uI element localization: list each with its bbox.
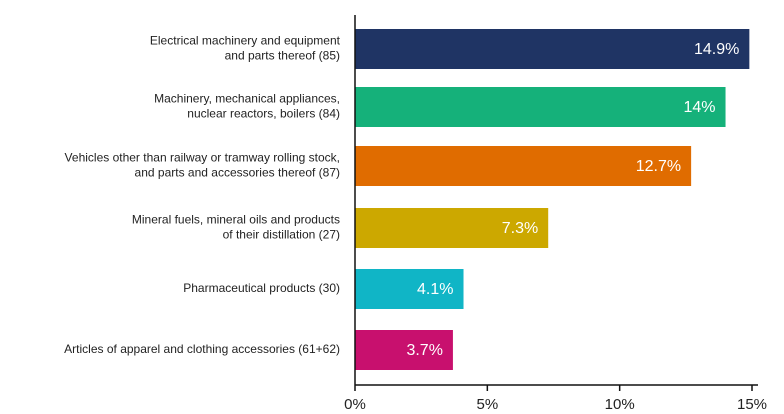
value-label: 7.3% [502, 220, 538, 237]
bar [355, 146, 692, 186]
bar [355, 87, 726, 127]
value-label: 3.7% [406, 342, 442, 359]
category-label: nuclear reactors, boilers (84) [187, 107, 340, 121]
x-tick-label: 15% [737, 396, 767, 413]
value-label: 12.7% [636, 158, 681, 175]
bar [355, 269, 464, 309]
value-label: 14% [684, 99, 716, 116]
x-tick-label: 5% [476, 396, 498, 413]
value-label: 14.9% [694, 41, 739, 58]
x-tick-label: 10% [605, 396, 635, 413]
category-label: Articles of apparel and clothing accesso… [64, 342, 340, 356]
category-label: Pharmaceutical products (30) [183, 281, 340, 295]
category-label: and parts thereof (85) [225, 49, 340, 63]
x-tick-label: 0% [344, 396, 366, 413]
value-label: 4.1% [417, 281, 453, 298]
bar [355, 29, 750, 69]
category-label: of their distillation (27) [223, 228, 340, 242]
category-label: Electrical machinery and equipment [150, 34, 341, 48]
category-label: Vehicles other than railway or tramway r… [65, 151, 340, 165]
category-label: and parts and accessories thereof (87) [135, 166, 340, 180]
bar [355, 330, 453, 370]
bar [355, 208, 549, 248]
category-label: Mineral fuels, mineral oils and products [132, 213, 340, 227]
category-label: Machinery, mechanical appliances, [154, 92, 340, 106]
